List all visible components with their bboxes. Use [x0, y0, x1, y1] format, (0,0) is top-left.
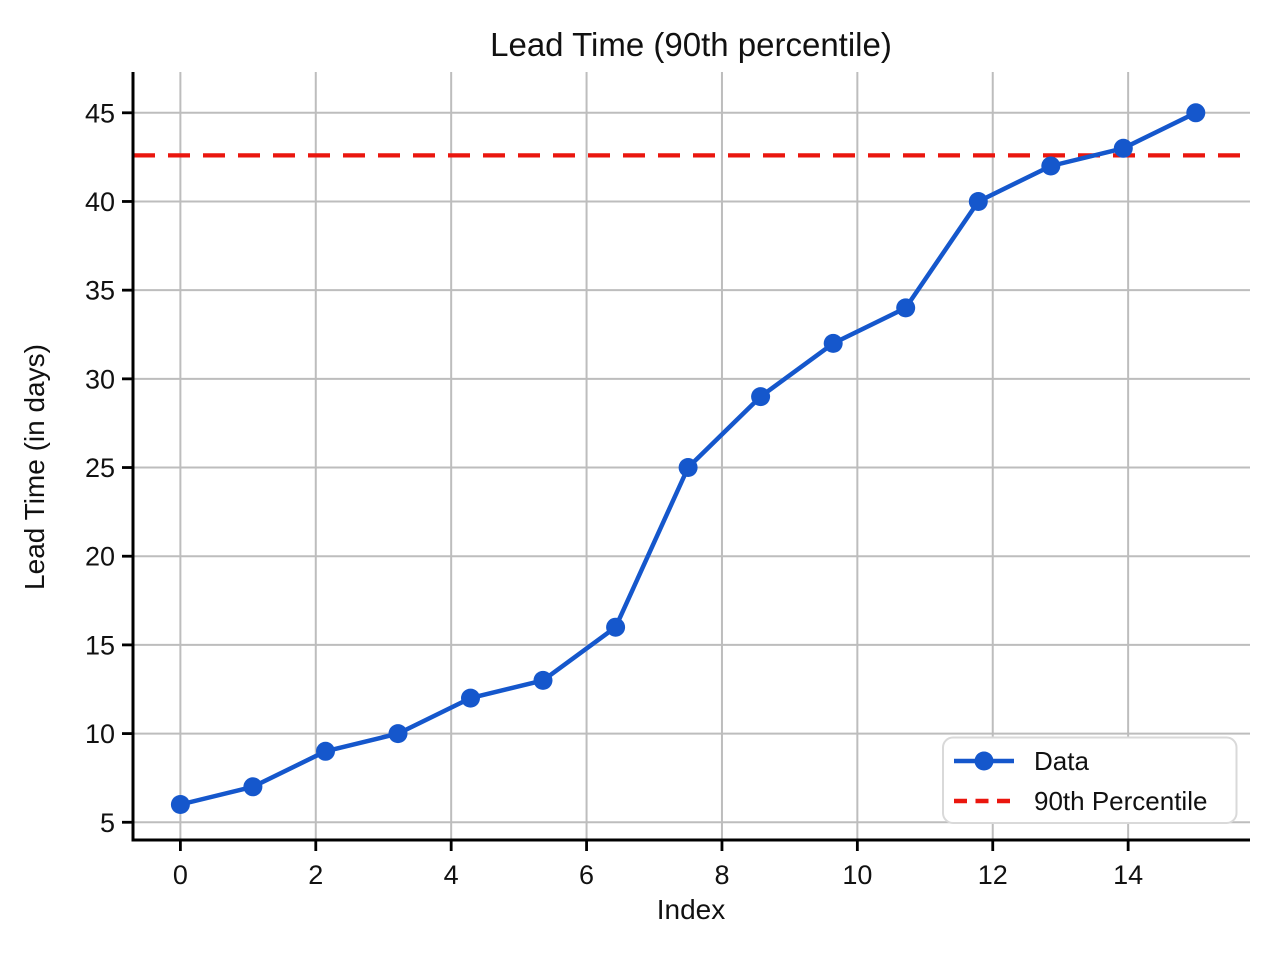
y-tick-label: 10: [85, 719, 115, 749]
data-point-marker: [968, 192, 988, 211]
x-tick-label: 2: [308, 860, 323, 890]
data-point-marker: [170, 795, 190, 814]
legend-data-marker-swatch: [974, 751, 994, 771]
data-point-marker: [461, 688, 480, 708]
y-tick-label: 45: [85, 98, 115, 128]
data-point-marker: [751, 387, 771, 407]
x-axis-title: Index: [657, 894, 726, 925]
legend-label-percentile: 90th Percentile: [1034, 786, 1207, 816]
legend: Data 90th Percentile: [942, 736, 1238, 824]
data-point-marker: [896, 298, 916, 318]
data-point-marker: [1041, 156, 1061, 176]
data-point-marker: [243, 777, 263, 797]
x-tick-label: 10: [842, 860, 872, 890]
x-tick-label: 8: [714, 860, 729, 890]
y-tick-label: 35: [85, 276, 115, 306]
data-point-marker: [316, 741, 335, 761]
data-point-marker: [388, 724, 408, 744]
data-point-marker: [1113, 138, 1133, 158]
axes: 0 2 4 6 8 10 12 14 5 10 15 20 25 30 35 40 45: [85, 72, 1250, 890]
legend-label-data: Data: [1034, 746, 1089, 776]
chart-title: Lead Time (90th percentile): [490, 26, 892, 63]
data-point-marker: [823, 333, 843, 353]
x-tick-label: 0: [173, 860, 188, 890]
data-series: [170, 103, 1206, 814]
data-point-marker: [678, 458, 698, 477]
y-tick-label: 40: [85, 187, 115, 217]
y-tick-label: 30: [85, 364, 115, 394]
y-tick-label: 25: [85, 453, 115, 483]
x-tick-label: 12: [978, 860, 1008, 890]
y-tick-label: 5: [100, 808, 115, 838]
x-tick-label: 4: [444, 860, 459, 890]
data-point-marker: [606, 617, 626, 637]
data-point-marker: [1186, 103, 1206, 123]
x-tick-label: 6: [579, 860, 594, 890]
y-tick-label: 20: [85, 542, 115, 572]
data-point-marker: [533, 670, 553, 690]
y-axis-title: Lead Time (in days): [19, 344, 50, 590]
legend-box: [942, 736, 1238, 824]
gridlines: [133, 72, 1250, 840]
x-tick-label: 14: [1113, 860, 1143, 890]
y-tick-label: 15: [85, 630, 115, 660]
